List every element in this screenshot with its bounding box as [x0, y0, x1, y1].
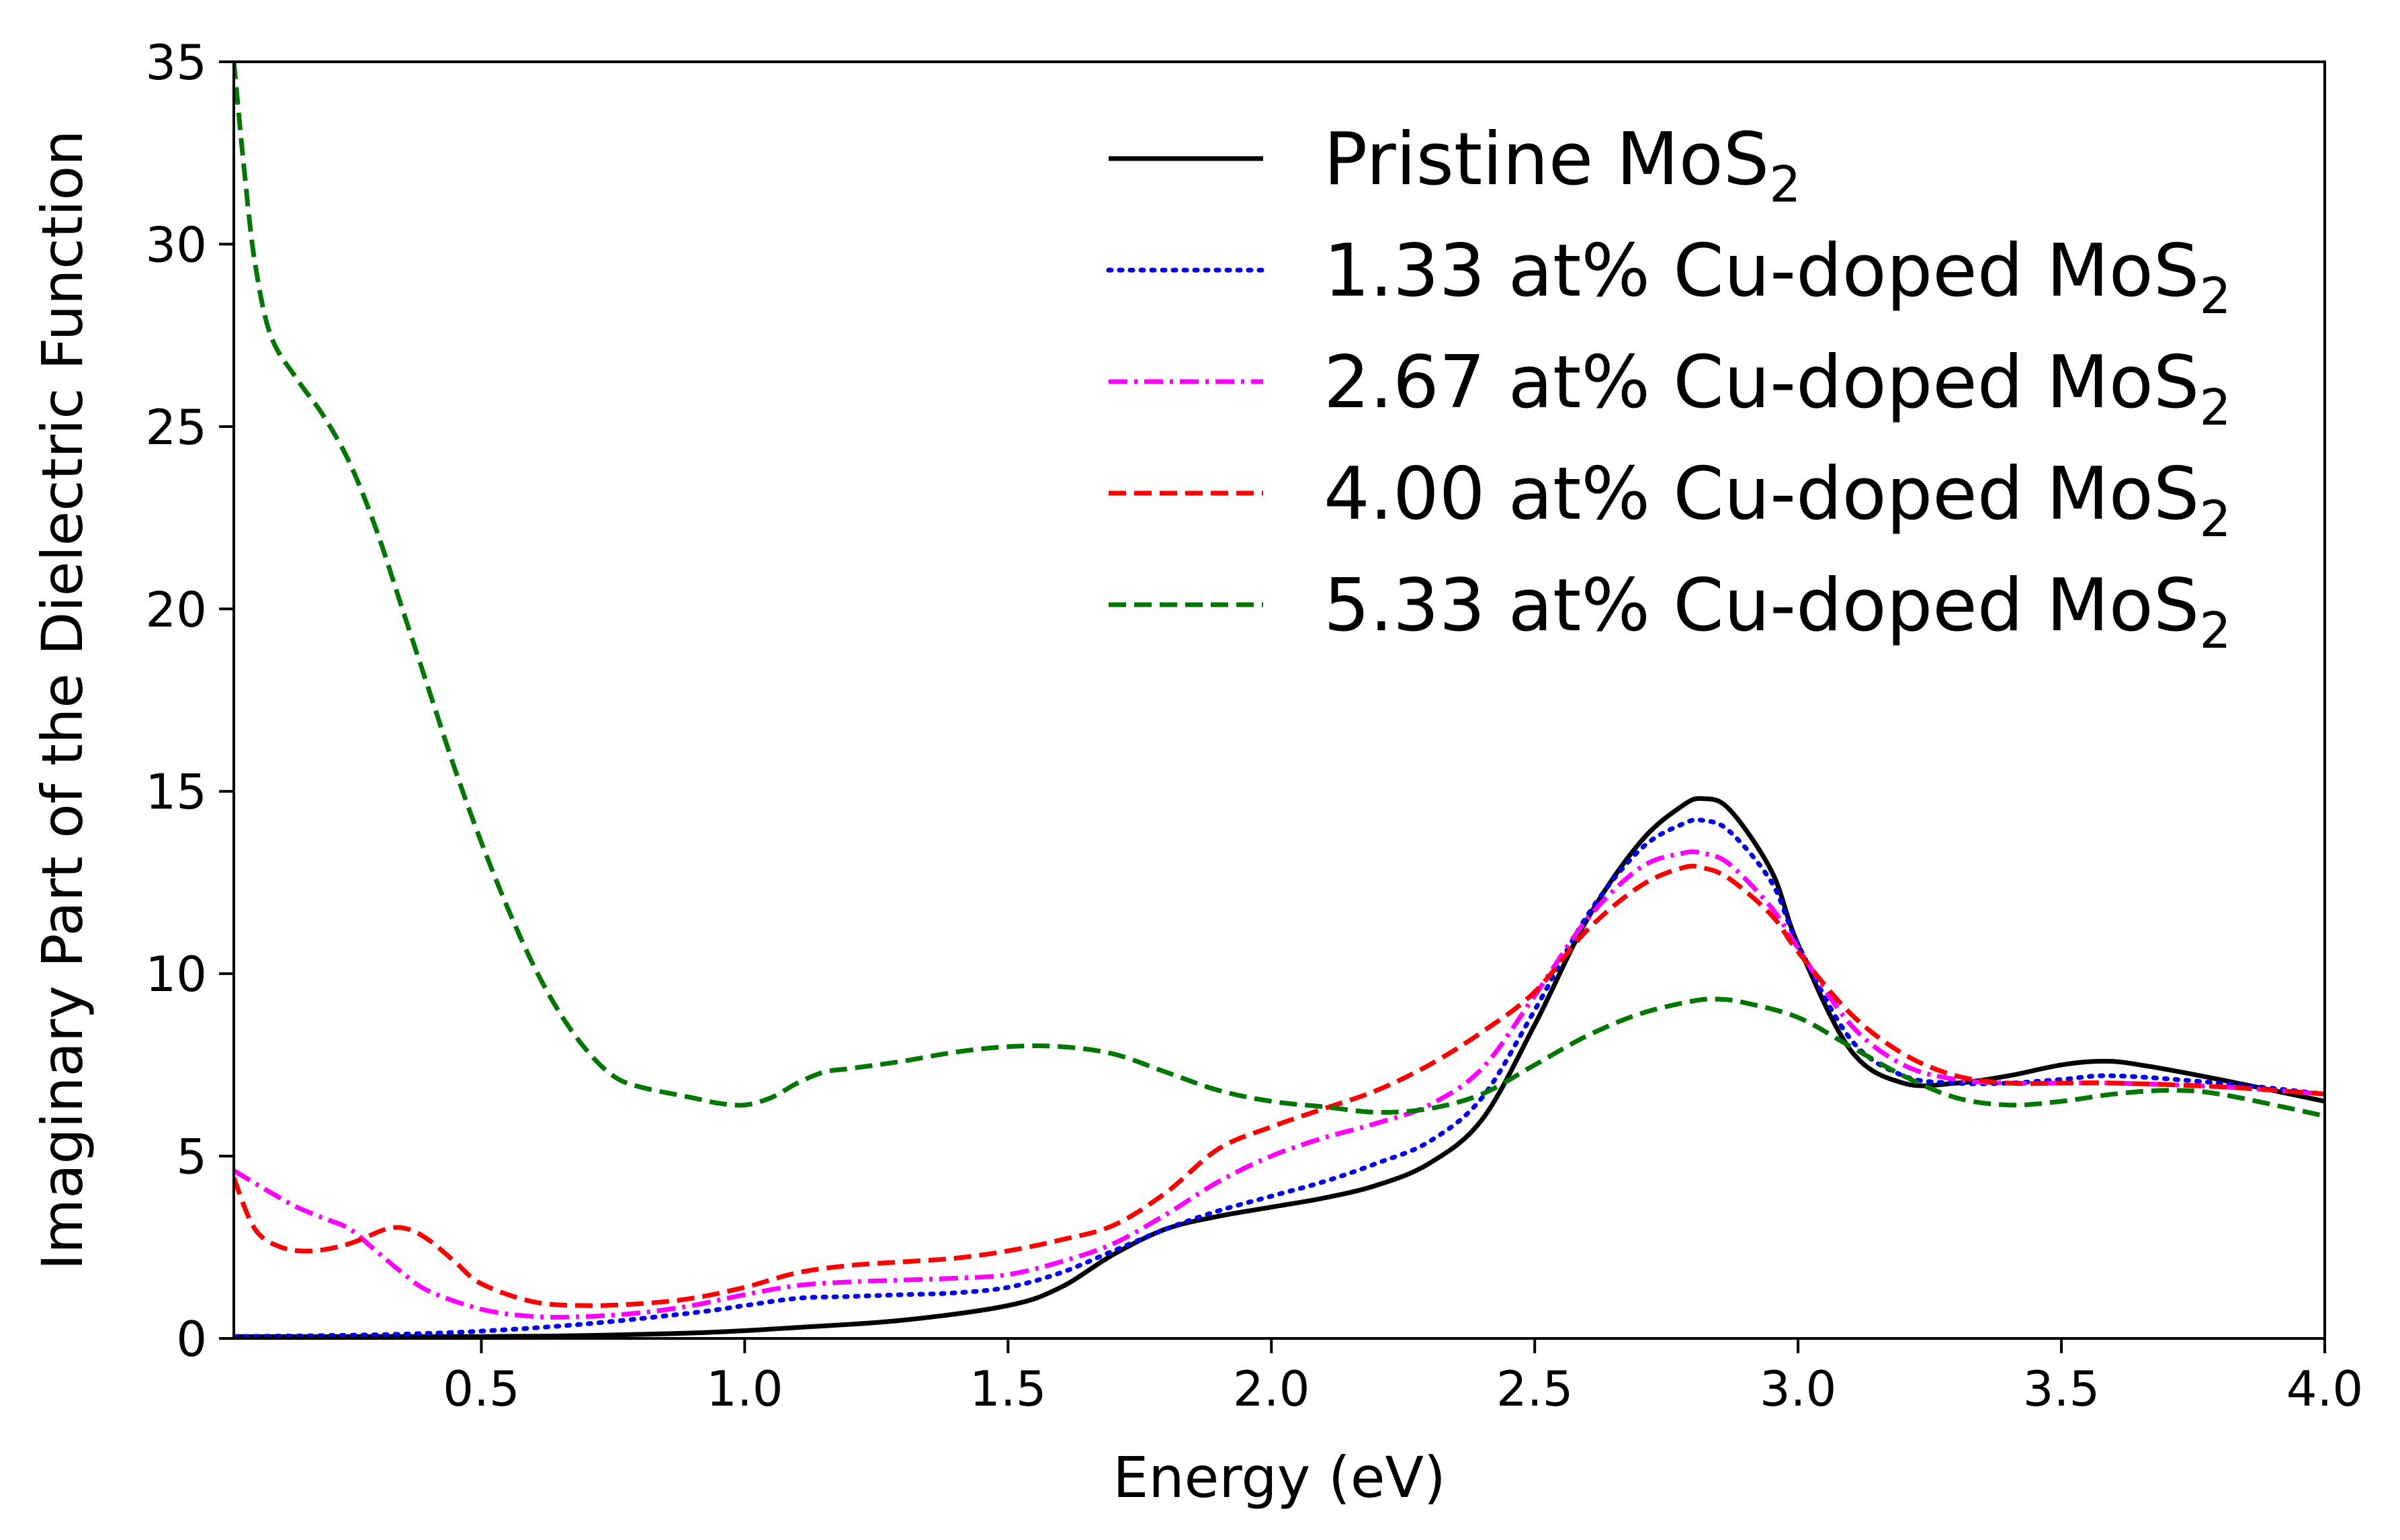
- x-tick-label: 2.5: [1496, 1361, 1574, 1417]
- x-tick-label: 1.5: [970, 1361, 1047, 1417]
- y-axis-title: Imaginary Part of the Dielectric Functio…: [30, 130, 95, 1270]
- legend-label-3: 2.67 at% Cu-doped MoS2: [1324, 341, 2231, 437]
- x-tick-label: 0.5: [443, 1361, 520, 1417]
- y-tick-label: 0: [176, 1311, 207, 1367]
- series-line-2: [234, 817, 2325, 1338]
- plot-frame: [232, 60, 2326, 1340]
- y-axis: 0 5 10 15 20 25 30 35: [145, 34, 234, 1367]
- series-lines: [234, 62, 2325, 1338]
- y-tick-label: 35: [145, 34, 207, 91]
- series-line-1: [234, 796, 2325, 1338]
- legend-label-4: 4.00 at% Cu-doped MoS2: [1324, 452, 2231, 548]
- y-tick-label: 5: [176, 1129, 207, 1185]
- y-tick-label: 30: [145, 216, 207, 273]
- x-tick-label: 3.0: [1760, 1361, 1837, 1417]
- x-tick-label: 2.0: [1233, 1361, 1310, 1417]
- series-line-3: [234, 849, 2325, 1320]
- legend-label-2: 1.33 at% Cu-doped MoS2: [1324, 229, 2231, 325]
- x-tick-label: 4.0: [2286, 1361, 2364, 1417]
- y-tick-label: 25: [145, 399, 207, 456]
- x-axis: 0.5 1.0 1.5 2.0 2.5 3.0 3.5 4.0: [443, 1338, 2363, 1417]
- y-tick-label: 15: [145, 764, 207, 820]
- legend: Pristine MoS2 1.33 at% Cu-doped MoS2 2.67 …: [1106, 118, 2231, 660]
- y-tick-label: 20: [145, 581, 207, 638]
- x-tick-label: 1.0: [706, 1361, 783, 1417]
- legend-label-5: 5.33 at% Cu-doped MoS2: [1324, 564, 2231, 660]
- series-line-4: [234, 863, 2325, 1308]
- x-axis-title: Energy (eV): [1113, 1445, 1445, 1510]
- x-tick-label: 3.5: [2023, 1361, 2100, 1417]
- legend-label-1: Pristine MoS2: [1324, 118, 1801, 214]
- y-tick-label: 10: [145, 946, 207, 1002]
- series-line-5: [234, 62, 2325, 1119]
